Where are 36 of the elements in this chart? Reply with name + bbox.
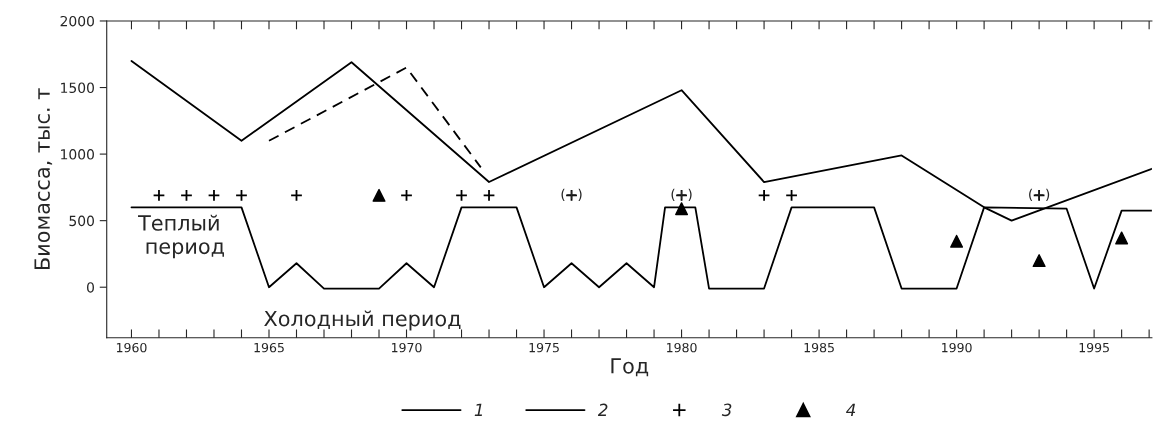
y-tick-label: 500 bbox=[69, 215, 94, 227]
point bbox=[455, 189, 468, 202]
point bbox=[180, 189, 193, 202]
point bbox=[372, 188, 386, 202]
point bbox=[152, 189, 166, 202]
annotation: Холодный период bbox=[264, 310, 461, 331]
x-tick-label: 1995 bbox=[1079, 342, 1109, 353]
point bbox=[235, 189, 248, 202]
x-tick-label: 1965 bbox=[254, 342, 284, 353]
x-axis-title: Год bbox=[611, 358, 649, 377]
y-tick-label: 0 bbox=[86, 282, 94, 293]
point bbox=[757, 189, 771, 202]
legend-label: 3 bbox=[721, 403, 732, 417]
y-tick-label: 1000 bbox=[61, 149, 94, 160]
point bbox=[950, 234, 964, 248]
point bbox=[290, 189, 303, 202]
point bbox=[207, 189, 221, 202]
x-tick-label: 1985 bbox=[804, 342, 834, 353]
legend-label: 2 bbox=[597, 403, 608, 416]
point bbox=[1115, 231, 1129, 245]
y-axis-title: Биомасса, тыс. т bbox=[34, 88, 53, 270]
y-tick-label: 2000 bbox=[60, 15, 94, 27]
annotation: Теплый период bbox=[138, 214, 224, 259]
x-tick-label: 1960 bbox=[116, 342, 147, 353]
point bbox=[482, 189, 496, 202]
y-tick-label: 1500 bbox=[61, 82, 94, 94]
point bbox=[1032, 254, 1046, 268]
x-tick-label: 1990 bbox=[942, 342, 972, 353]
legend-label: 4 bbox=[846, 403, 856, 416]
point bbox=[675, 202, 689, 216]
point bbox=[785, 189, 798, 202]
legend-label: 1 bbox=[474, 403, 483, 416]
x-tick-label: 1975 bbox=[529, 342, 559, 353]
point bbox=[400, 189, 413, 202]
x-tick-label: 1980 bbox=[667, 342, 697, 353]
x-tick-label: 1970 bbox=[391, 342, 422, 353]
